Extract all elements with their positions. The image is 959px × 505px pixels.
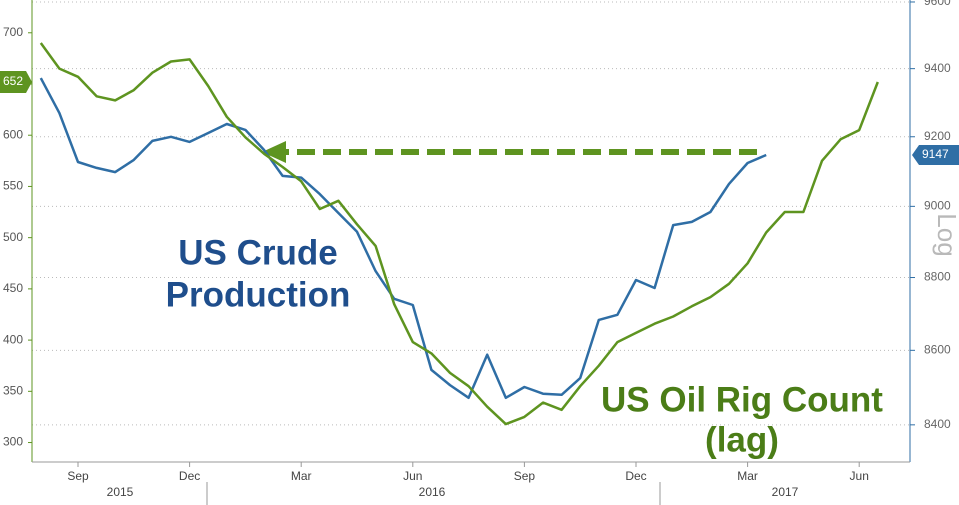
last-value-label: 652: [3, 74, 23, 88]
annotation: US Oil Rig Count: [601, 380, 883, 419]
annotation: US Crude: [178, 233, 337, 272]
y2-axis-label: Log: [932, 213, 959, 256]
x-tick-label: Jun: [403, 469, 422, 483]
x-tick-label: Dec: [625, 469, 646, 483]
last-value-label: 9147: [922, 147, 949, 161]
year-label: 2017: [772, 485, 799, 499]
y2-tick-label: 9600: [924, 0, 951, 8]
last-value-tag: [0, 70, 32, 93]
y2-tick-label: 9400: [924, 61, 951, 75]
y2-tick-label: 9200: [924, 129, 951, 143]
y2-tick-label: 8600: [924, 342, 951, 356]
x-tick-label: Mar: [291, 469, 312, 483]
x-tick-label: Sep: [67, 469, 89, 483]
y2-tick-label: 9000: [924, 199, 951, 213]
year-label: 2015: [107, 485, 134, 499]
y-tick-label: 600: [3, 127, 23, 141]
data-line: [39, 77, 767, 400]
arrow-head: [262, 141, 286, 163]
y-tick-label: 350: [3, 383, 23, 397]
y-tick-label: 400: [3, 332, 23, 346]
y2-tick-label: 8400: [924, 417, 951, 431]
year-label: 2016: [419, 485, 446, 499]
data-line: [39, 42, 879, 426]
x-tick-label: Jun: [850, 469, 869, 483]
y-tick-label: 550: [3, 179, 23, 193]
last-value-tag: [912, 145, 959, 166]
y-tick-label: 450: [3, 281, 23, 295]
x-tick-label: Dec: [179, 469, 200, 483]
y2-tick-label: 8800: [924, 270, 951, 284]
y-tick-label: 500: [3, 230, 23, 244]
y-tick-label: 700: [3, 25, 23, 39]
annotation: (lag): [705, 420, 779, 459]
x-tick-label: Sep: [514, 469, 536, 483]
y-tick-label: 300: [3, 435, 23, 449]
annotation: Production: [166, 275, 351, 314]
x-tick-label: Mar: [737, 469, 758, 483]
